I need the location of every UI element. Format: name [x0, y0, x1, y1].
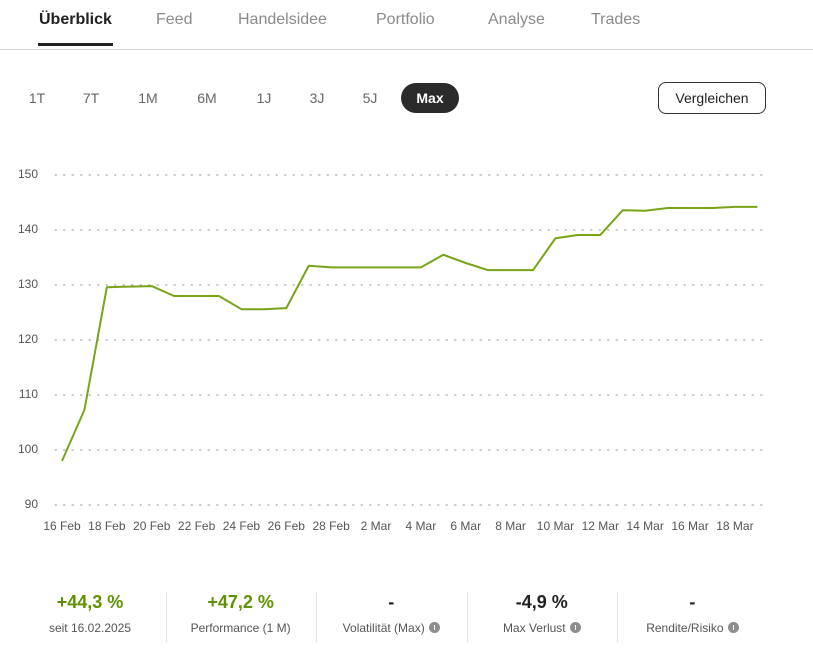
range-button[interactable]: 1M	[138, 90, 158, 106]
x-tick-label: 6 Mar	[450, 519, 481, 533]
x-tick-label: 10 Mar	[537, 519, 574, 533]
x-tick-label: 22 Feb	[178, 519, 216, 533]
y-tick-label: 120	[18, 332, 38, 346]
range-button[interactable]: Max	[401, 83, 459, 113]
chart: 90 100 110 120 130 140 150 16 Feb 18 Feb 20 Feb 22…	[18, 167, 763, 533]
y-tick-label: 100	[18, 442, 38, 456]
info-icon[interactable]	[569, 622, 581, 633]
x-tick-label: 8 Mar	[495, 519, 526, 533]
x-tick-label: 14 Mar	[627, 519, 664, 533]
x-tick-label: 26 Feb	[268, 519, 306, 533]
stat-value: -	[689, 592, 696, 612]
stat-label-text: Volatilität (Max)	[342, 621, 425, 635]
stat: +47,2 % Performance (1 M)	[166, 592, 316, 642]
tab[interactable]: Trades	[591, 11, 641, 28]
stat-value: +47,2 %	[207, 592, 274, 612]
x-tick-label: 20 Feb	[133, 519, 171, 533]
range-button[interactable]: 7T	[82, 90, 100, 106]
info-icon[interactable]	[428, 622, 440, 633]
stat-label: seit 16.02.2025	[15, 621, 165, 635]
y-tick-label: 90	[25, 497, 39, 511]
range-button[interactable]: 3J	[309, 90, 325, 106]
divider	[316, 592, 318, 642]
stat: -4,9 % Max Verlust	[467, 592, 617, 642]
range-button[interactable]: 6M	[197, 90, 217, 106]
compare-button[interactable]: Vergleichen	[658, 82, 766, 114]
stat: - Volatilität (Max)	[316, 592, 466, 642]
x-tick-label: 12 Mar	[582, 519, 619, 533]
stat: +44,3 % seit 16.02.2025	[15, 592, 165, 642]
stat-label: Rendite/Risiko	[617, 621, 767, 635]
x-tick-label: 18 Mar	[716, 519, 753, 533]
stat-label-text: Rendite/Risiko	[646, 621, 724, 635]
stat-label-text: Max Verlust	[502, 621, 566, 635]
y-tick-label: 130	[18, 277, 38, 291]
info-icon[interactable]	[727, 622, 739, 633]
x-tick-label: 4 Mar	[406, 519, 437, 533]
stat-label: Max Verlust	[467, 621, 617, 635]
x-tick-label: 16 Mar	[671, 519, 708, 533]
stat-label: Volatilität (Max)	[316, 621, 466, 635]
tab[interactable]: Feed	[156, 11, 193, 28]
x-tick-label: 18 Feb	[88, 519, 126, 533]
y-tick-label: 110	[19, 387, 38, 401]
tab[interactable]: Handelsidee	[238, 11, 327, 28]
x-tick-label: 24 Feb	[223, 519, 261, 533]
divider	[617, 592, 619, 642]
y-tick-label: 140	[18, 222, 38, 236]
stat-label-text: seit 16.02.2025	[48, 621, 132, 635]
line	[61, 205, 758, 462]
tab[interactable]: Überblick	[38, 11, 113, 46]
stat-label-text: Performance (1 M)	[190, 621, 291, 635]
x-tick-label: 2 Mar	[361, 519, 392, 533]
x-tick-label: 16 Feb	[43, 519, 81, 533]
x-tick-label: 28 Feb	[312, 519, 350, 533]
range-button[interactable]: 5J	[362, 90, 378, 106]
range-button[interactable]: 1T	[28, 90, 46, 106]
stat-label: Performance (1 M)	[166, 621, 316, 635]
divider	[165, 592, 167, 642]
stat-value: +44,3 %	[56, 592, 124, 612]
tab-bar: Überblick Feed Handelsidee Portfolio Analyse…	[0, 0, 813, 50]
stat: - Rendite/Risiko	[617, 592, 767, 642]
tab[interactable]: Portfolio	[376, 11, 435, 28]
y-tick-label: 150	[18, 167, 38, 181]
stat-value: -4,9 %	[515, 592, 568, 612]
stat-value: -	[388, 592, 395, 612]
divider	[466, 592, 468, 642]
range-button[interactable]: 1J	[256, 90, 272, 106]
tab[interactable]: Analyse	[488, 11, 545, 28]
